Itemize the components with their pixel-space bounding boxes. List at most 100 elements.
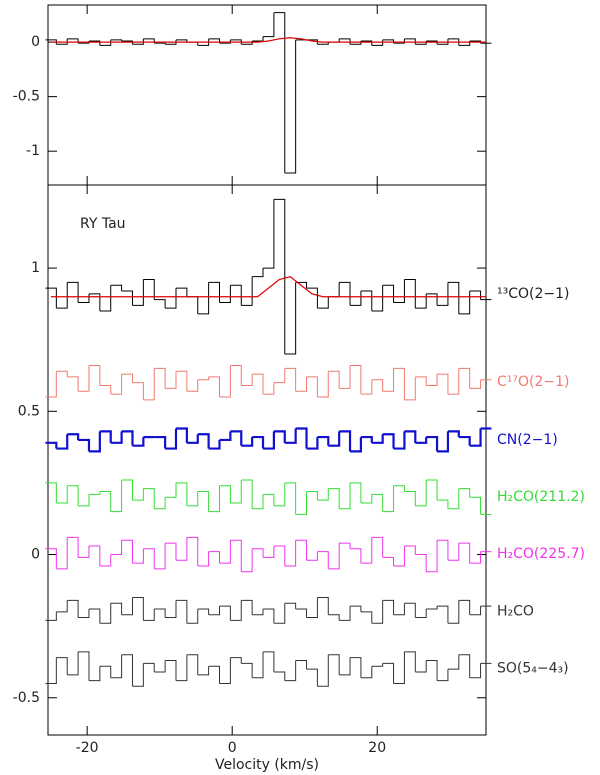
spectrum-channel <box>45 657 57 684</box>
spectrum-channel <box>219 657 231 684</box>
spectrum-channel <box>45 482 57 503</box>
x-tick-label: -20 <box>76 740 99 756</box>
spectrum-channel <box>360 611 373 624</box>
spectrum-channel <box>437 282 449 306</box>
spectrum-channel <box>175 39 188 43</box>
spectrum-channel <box>143 548 155 569</box>
spectrum-channel <box>56 485 68 504</box>
spectrum-channel <box>56 38 68 45</box>
spectrum-channel <box>78 651 90 681</box>
spectrum-channel <box>360 666 373 679</box>
spectrum-channel <box>328 431 341 447</box>
spectrum-channel <box>121 373 133 383</box>
spectrum-channel <box>458 290 471 315</box>
spectrum-channel <box>447 600 460 624</box>
spectrum-channel <box>78 494 90 507</box>
spectrum-channel <box>165 600 177 619</box>
spectrum-channel <box>426 374 438 387</box>
spectrum-channel <box>175 482 188 506</box>
spectrum-channel <box>165 288 177 309</box>
spectrum-channel <box>306 668 318 687</box>
spectrum-channel <box>143 608 155 621</box>
spectrum-channel <box>350 437 363 453</box>
spectrum-channel <box>458 599 471 615</box>
spectrum-channel <box>317 296 329 309</box>
spectrum-channel <box>371 493 384 512</box>
spectrum-channel <box>121 479 133 501</box>
spectrum-channel <box>360 435 373 443</box>
spectrum-channel <box>56 370 68 377</box>
spectrum-channel <box>339 430 352 452</box>
spectrum-channel <box>252 494 264 510</box>
spectrum-channel <box>219 285 231 303</box>
spectrum-channel <box>154 660 166 673</box>
spectrum-channel <box>437 605 449 624</box>
spectrum-channel <box>219 540 231 564</box>
spectrum-channel <box>447 281 460 314</box>
spectrum-channel <box>415 480 427 507</box>
y-tick-label: 0 <box>31 547 40 563</box>
spectrum-channel <box>208 281 221 303</box>
spectrum-channel <box>110 374 123 395</box>
spectrum-channel <box>208 376 221 397</box>
annotation: RY Tau <box>80 216 126 232</box>
spectrum-channel <box>284 482 297 515</box>
spectrum-channel <box>273 603 286 624</box>
y-tick-label: 0.5 <box>18 403 40 419</box>
spectrum-channel <box>437 38 449 45</box>
spectrum-channel <box>252 608 264 616</box>
spectrum-channel <box>393 545 405 567</box>
spectrum-channel <box>78 608 90 619</box>
spectrum-channel <box>110 654 123 679</box>
spectrum-channel <box>371 434 384 444</box>
spectrum-channel <box>426 540 438 573</box>
spectrum-channel <box>230 657 242 664</box>
spectrum-channel <box>56 282 68 309</box>
spectrum-channel <box>186 654 199 675</box>
spectrum-channel <box>88 608 101 624</box>
spectrum-channel <box>252 435 265 449</box>
spectrum-channel <box>67 599 79 618</box>
spectrum-channel <box>263 431 275 450</box>
spectrum-channel <box>186 491 199 507</box>
spectrum-channel <box>306 376 318 397</box>
spectrum-channel <box>252 268 264 278</box>
spectrum-channel <box>186 608 199 624</box>
spectrum-channel <box>154 42 166 45</box>
spectrum-channel <box>415 554 427 572</box>
spectrum-channel <box>284 660 297 682</box>
spectrum-channel <box>165 542 177 561</box>
spectrum-channel <box>154 543 166 570</box>
spectrum-channel <box>263 382 275 395</box>
spectrum-channel <box>393 651 405 684</box>
spectrum-channel <box>165 660 177 681</box>
x-tick-label: 0 <box>228 740 237 756</box>
spectrum-channel <box>143 488 155 509</box>
spectrum-channel <box>306 437 319 450</box>
x-axis-label: Velocity (km/s) <box>215 757 319 773</box>
spectrum-channel <box>284 540 297 567</box>
spectrum-channel <box>56 600 68 613</box>
spectrum-channel <box>404 430 417 443</box>
spectrum-channel <box>78 545 90 558</box>
spectrum-channel <box>67 536 79 558</box>
spectrum-channel <box>447 38 460 46</box>
spectrum-channel <box>469 290 482 300</box>
spectrum-channel <box>154 367 166 389</box>
spectrum-channel <box>306 491 318 501</box>
spectrum-channel <box>350 290 362 306</box>
spectrum-channel <box>328 488 340 509</box>
spectrum-channel <box>56 657 68 675</box>
x-tick-label: 20 <box>368 740 386 756</box>
spectrum-channel <box>263 493 275 506</box>
spectrum-channel <box>317 488 329 501</box>
series-label: SO(5₄−4₃) <box>497 661 569 677</box>
spectrum-channel <box>132 382 144 400</box>
spectrum-channel <box>121 430 134 446</box>
y-tick-label: 0 <box>31 34 40 50</box>
spectrum-channel <box>132 38 144 45</box>
spectrum-channel <box>241 437 254 447</box>
spectrum-channel <box>230 430 243 446</box>
spectrum-channel <box>350 605 362 612</box>
